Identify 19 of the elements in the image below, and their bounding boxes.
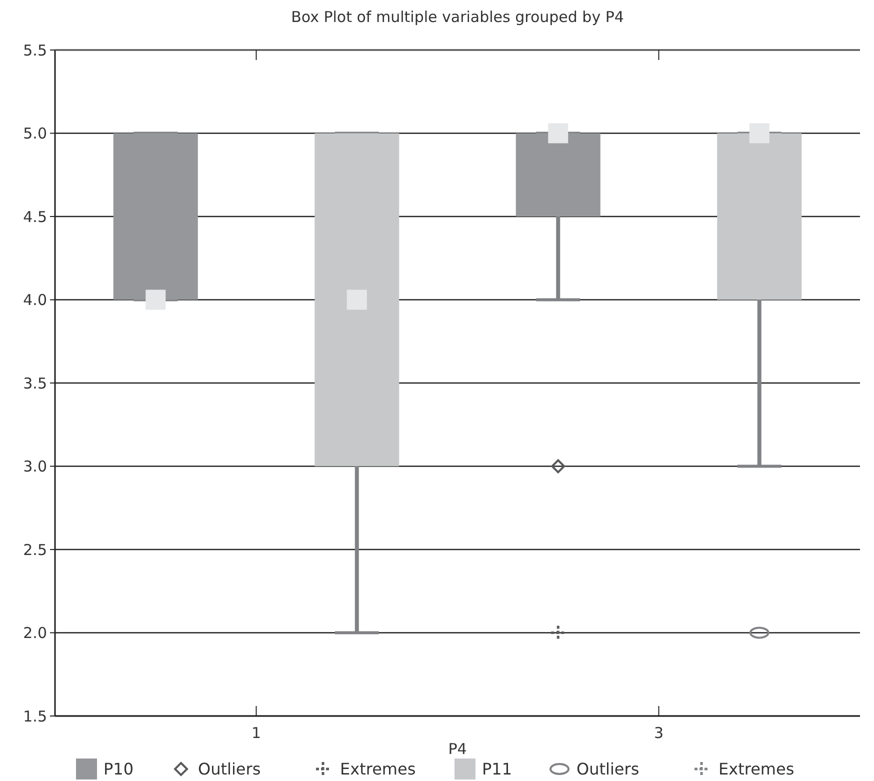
y-tick-label: 2.5 xyxy=(23,540,47,559)
chart-title: Box Plot of multiple variables grouped by P4 xyxy=(291,8,624,26)
y-tick-label: 2.0 xyxy=(23,624,47,642)
y-tick-label: 4.5 xyxy=(23,208,47,226)
y-tick-label: 5.0 xyxy=(23,124,47,142)
legend-label: Extremes xyxy=(340,760,416,779)
y-tick-label: 3.0 xyxy=(23,458,47,476)
y-tick-label: 3.5 xyxy=(23,374,47,392)
x-tick-label: 3 xyxy=(654,724,664,742)
legend-label: Outliers xyxy=(576,760,640,779)
y-tick-label: 1.5 xyxy=(23,707,47,726)
legend-label: P11 xyxy=(482,760,512,779)
legend-label: Extremes xyxy=(718,760,794,779)
y-tick-label: 4.0 xyxy=(23,291,47,309)
y-tick-label: 5.5 xyxy=(23,41,47,60)
x-tick-label: 1 xyxy=(251,724,262,742)
x-axis-title: P4 xyxy=(448,740,467,758)
legend-label: P10 xyxy=(104,760,134,779)
legend-label: Outliers xyxy=(198,760,261,779)
